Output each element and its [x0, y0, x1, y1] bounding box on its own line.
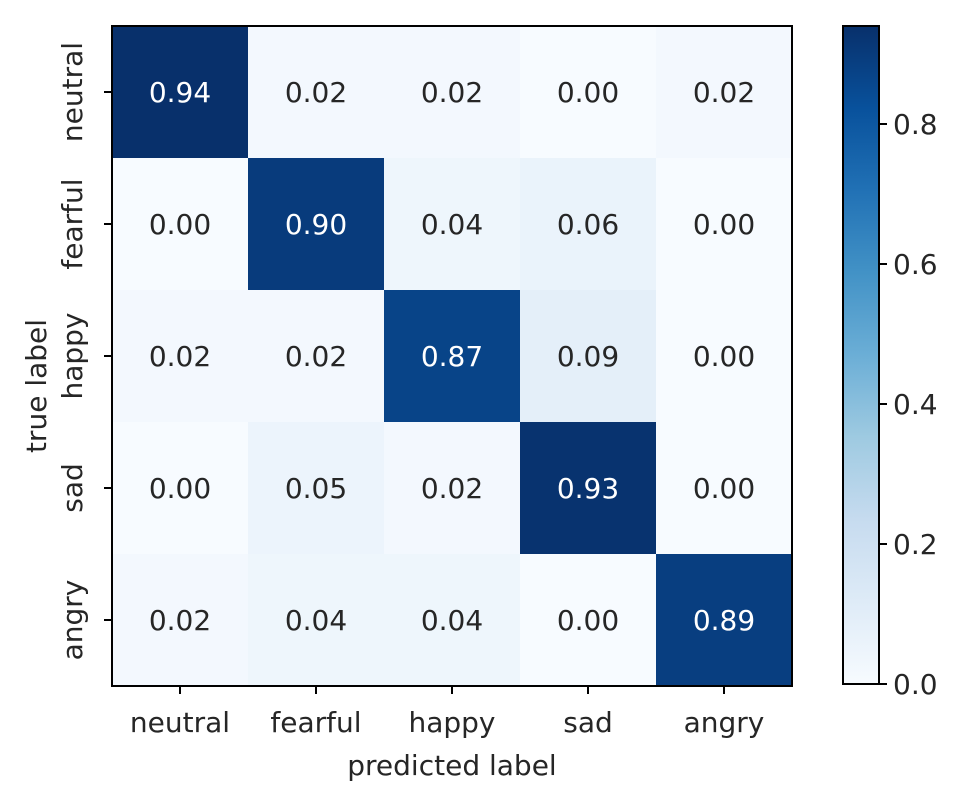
cell-value-label: 0.00	[557, 76, 619, 109]
cell-value-label: 0.04	[285, 604, 347, 637]
colorbar-tick-label: 0.0	[893, 668, 938, 701]
cell-value-label: 0.02	[149, 604, 211, 637]
y-tick-label: fearful	[56, 178, 89, 269]
heatmap-cell	[520, 26, 657, 159]
heatmap-cell	[656, 26, 793, 159]
cell-value-label: 0.89	[693, 604, 755, 637]
colorbar-gradient	[843, 26, 879, 684]
heatmap-cell	[248, 290, 385, 423]
cell-value-label: 0.02	[421, 76, 483, 109]
x-axis-title: predicted label	[347, 749, 556, 782]
heatmap-cell	[384, 554, 521, 687]
y-axis-ticks: neutral fearful happy sad angry	[56, 42, 112, 660]
y-tick-label: sad	[56, 463, 89, 513]
cell-value-label: 0.00	[557, 604, 619, 637]
cell-value-label: 0.02	[149, 340, 211, 373]
heatmap-cell	[112, 290, 249, 423]
cell-value-label: 0.02	[693, 76, 755, 109]
heatmap-cell	[248, 158, 385, 291]
x-tick-label: neutral	[130, 706, 230, 739]
heatmap-cell	[656, 290, 793, 423]
heatmap-cell-labels: 0.94 0.02 0.02 0.00 0.02 0.00 0.90 0.04 0.06 0.00…	[149, 76, 755, 637]
heatmap-cell	[520, 554, 657, 687]
heatmap-cell	[384, 290, 521, 423]
x-tick-label: fearful	[270, 706, 361, 739]
cell-value-label: 0.00	[149, 472, 211, 505]
colorbar-frame	[842, 25, 880, 685]
cell-value-label: 0.04	[421, 604, 483, 637]
colorbar-ticks: 0.0 0.2 0.4 0.6 0.8	[879, 108, 938, 701]
heatmap-cell	[384, 422, 521, 555]
cell-value-label: 0.05	[285, 472, 347, 505]
heatmap-cell	[112, 26, 249, 159]
heatmap-cell	[112, 554, 249, 687]
colorbar-tick-label: 0.4	[893, 388, 938, 421]
cell-value-label: 0.90	[285, 208, 347, 241]
heatmap-cell	[656, 554, 793, 687]
x-axis-ticks: neutral fearful happy sad angry	[130, 686, 764, 739]
cell-value-label: 0.02	[285, 76, 347, 109]
x-tick-label: happy	[408, 706, 495, 739]
cell-value-label: 0.00	[693, 472, 755, 505]
cell-value-label: 0.00	[693, 208, 755, 241]
colorbar-tick-label: 0.6	[893, 248, 938, 281]
cell-value-label: 0.87	[421, 340, 483, 373]
heatmap-cell	[248, 26, 385, 159]
heatmap-cells	[112, 26, 793, 687]
y-tick-label: happy	[56, 312, 89, 399]
colorbar-tick-label: 0.8	[893, 108, 938, 141]
x-tick-label: angry	[684, 706, 765, 739]
cell-value-label: 0.00	[149, 208, 211, 241]
heatmap-cell	[520, 290, 657, 423]
colorbar: 0.0 0.2 0.4 0.6 0.8	[842, 25, 938, 701]
colorbar-tick-label: 0.2	[893, 528, 938, 561]
cell-value-label: 0.02	[285, 340, 347, 373]
cell-value-label: 0.94	[149, 76, 211, 109]
cell-value-label: 0.02	[421, 472, 483, 505]
heatmap-cell	[656, 422, 793, 555]
cell-value-label: 0.93	[557, 472, 619, 505]
y-tick-label: neutral	[56, 42, 89, 142]
heatmap-cell	[656, 158, 793, 291]
heatmap-cell	[520, 422, 657, 555]
cell-value-label: 0.00	[693, 340, 755, 373]
heatmap-cell	[520, 158, 657, 291]
y-tick-label: angry	[56, 580, 89, 661]
heatmap-cell	[248, 554, 385, 687]
heatmap-cell	[112, 422, 249, 555]
cell-value-label: 0.09	[557, 340, 619, 373]
y-axis-title: true label	[20, 319, 53, 453]
x-tick-label: sad	[563, 706, 613, 739]
heatmap-cell	[384, 26, 521, 159]
heatmap-cell	[248, 422, 385, 555]
cell-value-label: 0.06	[557, 208, 619, 241]
cell-value-label: 0.04	[421, 208, 483, 241]
heatmap-cell	[384, 158, 521, 291]
heatmap-cell	[112, 158, 249, 291]
